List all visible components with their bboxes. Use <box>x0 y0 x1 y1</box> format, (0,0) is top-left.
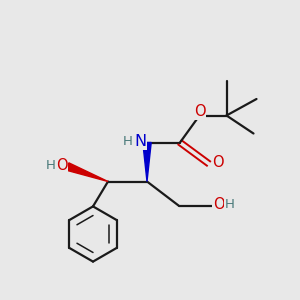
Text: O: O <box>212 155 224 170</box>
Text: O: O <box>56 158 67 173</box>
Polygon shape <box>143 142 151 182</box>
Text: N: N <box>134 134 146 149</box>
Polygon shape <box>66 163 108 182</box>
Text: O: O <box>213 197 225 212</box>
Text: H: H <box>123 135 132 148</box>
Text: H: H <box>46 159 56 172</box>
Text: H: H <box>225 198 234 212</box>
Text: O: O <box>194 104 205 119</box>
